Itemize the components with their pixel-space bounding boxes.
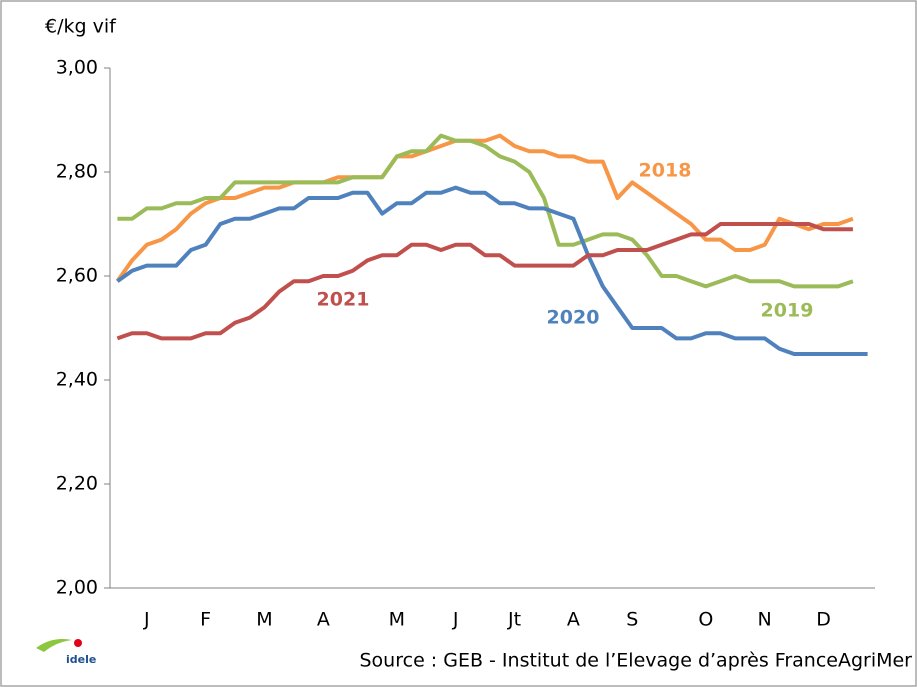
series-line	[116, 185, 868, 356]
y-tick-label: 2,00	[56, 577, 98, 599]
x-tick-label: A	[317, 609, 330, 631]
x-tick-label: J	[452, 609, 459, 631]
y-tick-label: 2,60	[56, 265, 98, 287]
y-axis-label: €/kg vif	[45, 16, 117, 38]
y-tick-label: 3,00	[56, 57, 98, 79]
logo-dot	[74, 639, 82, 647]
y-tick-label: 2,20	[56, 473, 98, 495]
logo-swoosh	[36, 639, 72, 652]
series-line	[116, 222, 853, 341]
x-tick-label: M	[256, 609, 272, 631]
x-tick-label: A	[567, 609, 580, 631]
series-label: 2018	[639, 160, 692, 182]
x-tick-label: Jt	[507, 609, 521, 631]
series-label: 2019	[761, 300, 814, 322]
series-line	[115, 133, 854, 283]
logo-text: idele	[66, 653, 96, 666]
x-tick-label: S	[626, 609, 638, 631]
series-label: 2021	[317, 289, 370, 311]
x-tick-label: F	[200, 609, 211, 631]
source: Source : GEB - Institut de l’Elevage d’a…	[360, 650, 913, 672]
logo: idele	[36, 639, 96, 666]
x-tick-label: N	[758, 609, 772, 631]
x-tick-label: M	[389, 609, 405, 631]
x-tick-label: J	[143, 609, 150, 631]
series-label: 2020	[547, 307, 600, 329]
y-tick-label: 2,40	[56, 369, 98, 391]
series-line	[117, 133, 854, 289]
x-tick-label: D	[816, 609, 831, 631]
x-tick-label: O	[698, 609, 713, 631]
y-tick-label: 2,80	[56, 161, 98, 183]
